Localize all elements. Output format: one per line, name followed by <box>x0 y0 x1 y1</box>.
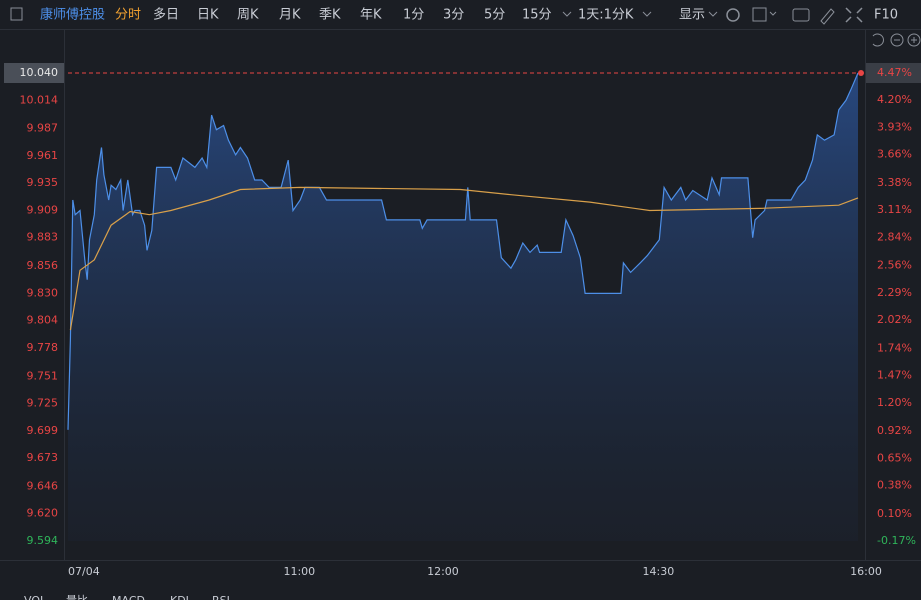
stock-name[interactable]: 康师傅控股 <box>40 7 105 23</box>
x-tick-label: 07/04 <box>68 565 100 578</box>
y-tick-label: 9.725 <box>27 397 59 410</box>
tab[interactable]: 1天:1分K <box>578 8 634 23</box>
y-tick-label: 9.935 <box>27 176 59 189</box>
y2-tick-label: 0.10% <box>877 507 912 520</box>
y-tick-label: 9.751 <box>27 369 59 382</box>
dropdown-icon[interactable] <box>562 11 572 17</box>
y-tick-label: 9.778 <box>27 341 59 354</box>
y2-tick-label: 4.47% <box>877 66 912 79</box>
y-tick-label: 9.961 <box>27 149 59 162</box>
tab[interactable]: 1分 <box>403 8 424 23</box>
tab[interactable]: 15分 <box>522 8 552 23</box>
y-tick-label: 9.987 <box>27 122 59 135</box>
indicator-tab[interactable]: VOL <box>24 594 47 600</box>
x-tick-label: 12:00 <box>427 565 459 578</box>
dropdown-icon[interactable] <box>708 11 718 17</box>
reset-icon[interactable] <box>872 33 884 47</box>
y-tick-label: 9.646 <box>27 479 59 492</box>
dropdown-icon[interactable] <box>642 11 652 17</box>
y-tick-label: 9.883 <box>27 231 59 244</box>
last-price-box <box>4 63 64 83</box>
x-tick-label: 16:00 <box>850 565 882 578</box>
y2-tick-label: 2.56% <box>877 259 912 272</box>
y2-tick-label: 3.66% <box>877 148 912 161</box>
settings-icon[interactable] <box>726 8 740 22</box>
indicator-tab[interactable]: RSI <box>212 594 230 600</box>
y2-tick-label: -0.17% <box>877 534 916 547</box>
tab[interactable]: 3分 <box>443 8 464 23</box>
last-price-dot <box>858 70 864 76</box>
draw-icon[interactable] <box>820 8 835 25</box>
tab[interactable]: 月K <box>279 8 301 23</box>
indicator-tab[interactable]: KDJ <box>170 594 189 600</box>
y-tick-label: 9.909 <box>27 203 59 216</box>
tab[interactable]: 年K <box>360 8 382 23</box>
price-area <box>68 73 858 541</box>
y-tick-label: 9.804 <box>27 314 59 327</box>
y2-tick-label: 4.20% <box>877 93 912 106</box>
y2-tick-label: 2.29% <box>877 286 912 299</box>
zoom-in-icon <box>911 37 917 43</box>
sidebar-icon[interactable] <box>10 7 23 21</box>
y2-tick-label: 2.02% <box>877 313 912 326</box>
y2-tick-label: 1.74% <box>877 341 912 354</box>
x-tick-label: 11:00 <box>283 565 315 578</box>
y-tick-label: 9.620 <box>27 507 59 520</box>
tab[interactable]: 周K <box>237 8 259 23</box>
y2-tick-label: 3.93% <box>877 120 912 133</box>
display-menu[interactable]: 显示 <box>679 8 705 23</box>
y2-tick-label: 0.92% <box>877 424 912 437</box>
y-tick-label: 9.673 <box>27 451 59 464</box>
y-tick-label: 9.594 <box>27 534 59 547</box>
last-change-box <box>866 63 921 83</box>
tab[interactable]: 多日 <box>153 7 179 23</box>
fullscreen-icon[interactable] <box>845 7 863 23</box>
average-line <box>69 186 859 331</box>
y2-tick-label: 1.20% <box>877 396 912 409</box>
f10-button[interactable]: F10 <box>874 8 898 23</box>
indicator-tab[interactable]: MACD <box>112 594 145 600</box>
y-tick-label: 9.830 <box>27 286 59 299</box>
y2-tick-label: 1.47% <box>877 369 912 382</box>
screenshot-icon[interactable] <box>792 8 810 22</box>
y-tick-label: 9.856 <box>27 259 59 272</box>
zoom-out-icon[interactable] <box>890 33 904 47</box>
tab[interactable]: 分时 <box>115 8 141 23</box>
x-tick-label: 14:30 <box>643 565 675 578</box>
price-line <box>67 72 859 430</box>
y2-tick-label: 3.11% <box>877 203 912 216</box>
tab[interactable]: 日K <box>197 8 219 23</box>
y2-tick-label: 2.84% <box>877 230 912 243</box>
y-tick-label: 10.014 <box>20 93 59 106</box>
dropdown-icon[interactable] <box>769 11 777 16</box>
zoom-in-icon[interactable] <box>907 33 921 47</box>
y2-tick-label: 3.38% <box>877 176 912 189</box>
tab[interactable]: 5分 <box>484 8 505 23</box>
y2-tick-label: 0.38% <box>877 479 912 492</box>
y2-tick-label: 0.65% <box>877 451 912 464</box>
tab[interactable]: 季K <box>319 8 341 23</box>
y-tick-label: 10.040 <box>20 66 59 79</box>
indicator-tab[interactable]: 量比 <box>66 594 88 600</box>
y-tick-label: 9.699 <box>27 424 59 437</box>
layout-icon[interactable] <box>752 7 767 22</box>
